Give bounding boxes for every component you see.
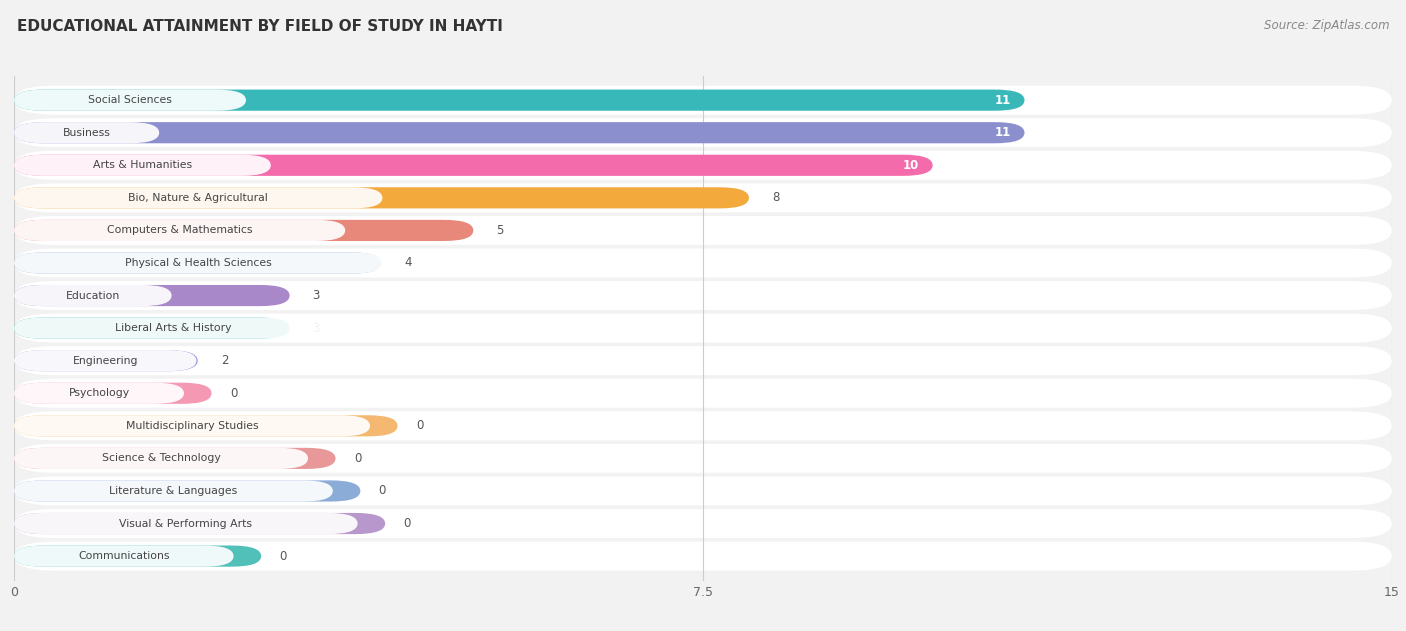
Text: Psychology: Psychology	[69, 388, 129, 398]
Text: Education: Education	[66, 290, 120, 300]
Text: 3: 3	[312, 289, 321, 302]
Text: Literature & Languages: Literature & Languages	[110, 486, 238, 496]
FancyBboxPatch shape	[14, 220, 474, 241]
FancyBboxPatch shape	[14, 155, 932, 176]
Text: 5: 5	[496, 224, 503, 237]
Text: Source: ZipAtlas.com: Source: ZipAtlas.com	[1264, 19, 1389, 32]
Text: 2: 2	[221, 354, 228, 367]
FancyBboxPatch shape	[14, 350, 198, 371]
Text: 11: 11	[994, 93, 1011, 107]
FancyBboxPatch shape	[14, 122, 1025, 143]
FancyBboxPatch shape	[14, 216, 1392, 245]
FancyBboxPatch shape	[14, 86, 1392, 115]
FancyBboxPatch shape	[14, 285, 290, 306]
FancyBboxPatch shape	[14, 541, 1392, 570]
FancyBboxPatch shape	[14, 90, 246, 110]
Text: EDUCATIONAL ATTAINMENT BY FIELD OF STUDY IN HAYTI: EDUCATIONAL ATTAINMENT BY FIELD OF STUDY…	[17, 19, 503, 34]
FancyBboxPatch shape	[14, 281, 1392, 310]
Text: 10: 10	[903, 159, 920, 172]
FancyBboxPatch shape	[14, 382, 184, 404]
FancyBboxPatch shape	[14, 346, 1392, 375]
FancyBboxPatch shape	[14, 513, 385, 534]
Text: 8: 8	[772, 191, 779, 204]
FancyBboxPatch shape	[14, 546, 233, 567]
Text: Liberal Arts & History: Liberal Arts & History	[115, 323, 232, 333]
Text: Bio, Nature & Agricultural: Bio, Nature & Agricultural	[128, 193, 269, 203]
FancyBboxPatch shape	[14, 252, 381, 274]
FancyBboxPatch shape	[14, 220, 346, 241]
Text: 11: 11	[994, 126, 1011, 139]
FancyBboxPatch shape	[14, 317, 290, 339]
Text: Visual & Performing Arts: Visual & Performing Arts	[120, 519, 252, 529]
FancyBboxPatch shape	[14, 476, 1392, 505]
FancyBboxPatch shape	[14, 118, 1392, 147]
Text: 0: 0	[378, 485, 387, 497]
Text: 0: 0	[280, 550, 287, 563]
FancyBboxPatch shape	[14, 187, 382, 208]
Text: Computers & Mathematics: Computers & Mathematics	[107, 225, 253, 235]
FancyBboxPatch shape	[14, 415, 398, 437]
Text: 0: 0	[231, 387, 238, 400]
FancyBboxPatch shape	[14, 317, 333, 339]
Text: Physical & Health Sciences: Physical & Health Sciences	[125, 258, 271, 268]
FancyBboxPatch shape	[14, 382, 211, 404]
Text: Science & Technology: Science & Technology	[101, 454, 221, 463]
FancyBboxPatch shape	[14, 509, 1392, 538]
FancyBboxPatch shape	[14, 480, 360, 502]
Text: Business: Business	[63, 127, 111, 138]
FancyBboxPatch shape	[14, 448, 336, 469]
FancyBboxPatch shape	[14, 155, 271, 176]
FancyBboxPatch shape	[14, 513, 357, 534]
FancyBboxPatch shape	[14, 546, 262, 567]
FancyBboxPatch shape	[14, 252, 382, 274]
FancyBboxPatch shape	[14, 444, 1392, 473]
FancyBboxPatch shape	[14, 314, 1392, 343]
FancyBboxPatch shape	[14, 448, 308, 469]
FancyBboxPatch shape	[14, 184, 1392, 213]
Text: 0: 0	[416, 420, 423, 432]
Text: Arts & Humanities: Arts & Humanities	[93, 160, 193, 170]
FancyBboxPatch shape	[14, 151, 1392, 180]
Text: 4: 4	[405, 256, 412, 269]
Text: 3: 3	[312, 322, 321, 334]
FancyBboxPatch shape	[14, 411, 1392, 440]
Text: 0: 0	[404, 517, 411, 530]
Text: Social Sciences: Social Sciences	[89, 95, 172, 105]
Text: Engineering: Engineering	[73, 356, 138, 366]
Text: Communications: Communications	[79, 551, 170, 561]
FancyBboxPatch shape	[14, 379, 1392, 408]
FancyBboxPatch shape	[14, 480, 333, 502]
FancyBboxPatch shape	[14, 249, 1392, 278]
Text: 0: 0	[354, 452, 361, 465]
Text: Multidisciplinary Studies: Multidisciplinary Studies	[125, 421, 259, 431]
FancyBboxPatch shape	[14, 122, 159, 143]
FancyBboxPatch shape	[14, 415, 370, 437]
FancyBboxPatch shape	[14, 285, 172, 306]
FancyBboxPatch shape	[14, 187, 749, 208]
FancyBboxPatch shape	[14, 350, 197, 371]
FancyBboxPatch shape	[14, 90, 1025, 110]
